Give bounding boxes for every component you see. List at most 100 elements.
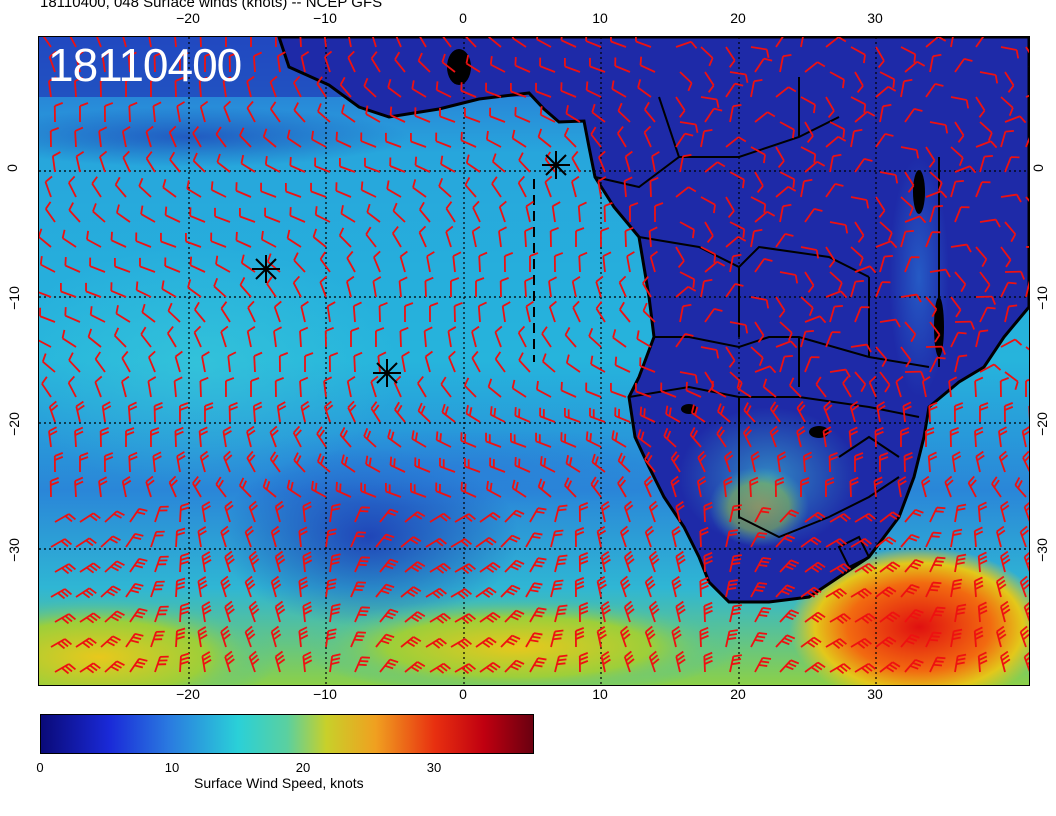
- wind-barb: [900, 196, 914, 217]
- wind-barb: [675, 132, 694, 148]
- wind-barb: [121, 126, 131, 148]
- wind-barb: [879, 171, 899, 184]
- wind-barb: [364, 157, 381, 173]
- wind-barb: [849, 476, 859, 498]
- wind-barb: [224, 550, 235, 573]
- wind-barb: [160, 232, 177, 248]
- wind-barb: [487, 378, 502, 398]
- wind-barb: [973, 626, 984, 648]
- wind-barb: [75, 150, 85, 173]
- wind-barb: [623, 650, 635, 673]
- wind-barb: [129, 607, 148, 623]
- wind-barb: [560, 381, 577, 398]
- wind-barb: [829, 305, 843, 323]
- colorbar-label: Surface Wind Speed, knots: [194, 775, 364, 791]
- wind-barb: [1025, 131, 1029, 148]
- wind-barb: [1000, 281, 1017, 298]
- wind-barb: [996, 625, 1007, 648]
- wind-barb: [514, 56, 531, 73]
- wind-barb: [636, 330, 652, 348]
- strong-wind-zone: [39, 597, 279, 685]
- rift-winds: [889, 157, 949, 397]
- wind-barb: [491, 176, 502, 198]
- wind-barb: [175, 527, 186, 548]
- wind-barb: [954, 354, 968, 373]
- wind-barb: [565, 354, 581, 373]
- wind-barb: [875, 346, 888, 368]
- wind-barb: [460, 432, 477, 448]
- lon-tick-bottom: −20: [176, 686, 200, 702]
- wind-barb: [690, 404, 706, 423]
- wind-barb: [754, 57, 773, 73]
- wind-barb: [950, 578, 963, 598]
- wind-barb: [975, 181, 991, 198]
- wind-barb: [193, 325, 202, 348]
- wind-barb: [624, 150, 633, 173]
- wind-barb: [800, 477, 810, 498]
- wind-barb: [89, 306, 106, 323]
- wind-barb: [89, 257, 106, 273]
- wind-barb: [201, 501, 211, 523]
- wind-barb: [192, 125, 202, 148]
- wind-barb: [675, 246, 685, 269]
- wind-barb: [953, 402, 964, 423]
- wind-barb: [324, 327, 334, 348]
- wind-barb: [503, 252, 514, 273]
- wind-barb: [471, 225, 481, 248]
- wind-barb: [326, 301, 336, 323]
- wind-barb: [150, 530, 165, 548]
- wind-barb: [187, 279, 202, 298]
- wind-barb: [189, 207, 206, 223]
- wind-barb: [121, 476, 132, 498]
- wind-barb: [284, 182, 302, 198]
- wind-barb: [754, 606, 772, 623]
- wind-barb: [199, 100, 209, 123]
- wind-barb: [198, 76, 208, 98]
- wind-barb: [948, 376, 958, 398]
- wind-barb: [900, 293, 922, 303]
- wind-barb: [950, 146, 964, 167]
- wind-barb: [829, 513, 851, 523]
- wind-barb: [517, 325, 527, 348]
- wind-barb: [854, 662, 876, 674]
- wind-barb: [248, 500, 258, 523]
- wind-barb: [475, 637, 497, 648]
- wind-barb: [75, 400, 85, 423]
- wind-barb: [600, 550, 611, 573]
- wind-barb: [1025, 377, 1029, 398]
- wind-barb: [235, 231, 252, 248]
- wind-barb: [1023, 600, 1029, 623]
- wind-barb: [329, 553, 341, 573]
- wind-barb: [823, 400, 833, 423]
- wind-barb: [854, 265, 877, 274]
- wind-barb: [879, 511, 901, 523]
- wind-barb: [168, 475, 178, 498]
- wind-barb: [189, 256, 206, 273]
- lat-tick-right: −30: [1033, 538, 1050, 562]
- wind-barb: [954, 165, 977, 174]
- wind-barb: [179, 602, 190, 623]
- wind-barb: [224, 377, 235, 398]
- wind-barb: [350, 327, 360, 348]
- wind-barb: [804, 271, 815, 293]
- wind-barb: [754, 556, 772, 573]
- wind-barb: [485, 82, 502, 98]
- wind-barb: [700, 96, 720, 109]
- wind-barb: [775, 634, 796, 648]
- wind-barb: [929, 556, 946, 573]
- wind-barb: [129, 557, 148, 573]
- wind-barb: [600, 650, 611, 673]
- wind-barb: [504, 659, 525, 673]
- wind-barb: [79, 562, 101, 574]
- wind-barb: [286, 229, 302, 248]
- wind-barb: [979, 402, 989, 423]
- wind-barb: [700, 128, 713, 148]
- wind-barb: [644, 625, 656, 648]
- wind-barb: [489, 56, 506, 73]
- wind-barb: [649, 250, 658, 273]
- wind-barb: [425, 537, 447, 548]
- wind-barb: [173, 37, 177, 48]
- wind-barb: [360, 181, 377, 198]
- wind-barb: [754, 506, 772, 523]
- wind-barb: [1004, 221, 1017, 243]
